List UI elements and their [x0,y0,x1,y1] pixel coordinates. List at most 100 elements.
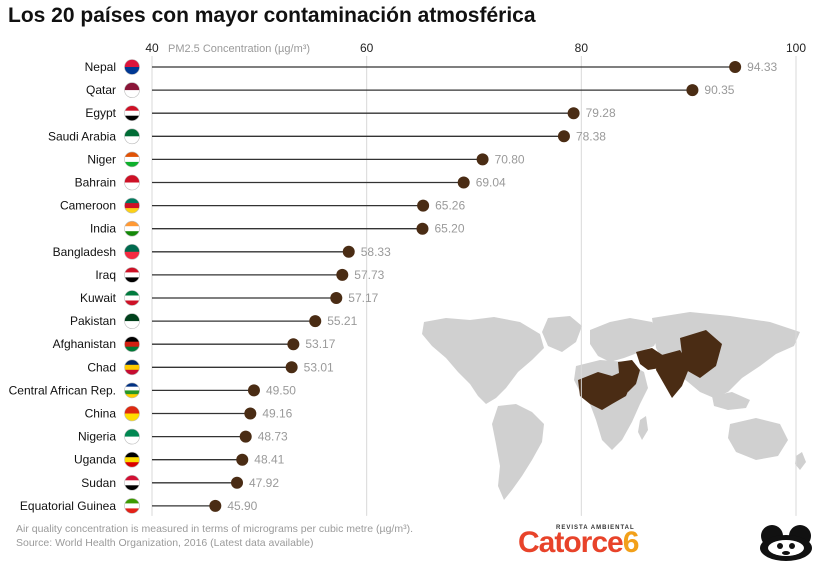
chart-row: Egypt 79.28 [85,105,616,121]
category-label: Uganda [74,453,116,467]
lollipop-dot [287,338,300,351]
lollipop-dot [247,384,260,397]
category-label: Iraq [95,268,116,282]
map-highlight-china [680,330,722,378]
chart-row: Cameroon 65.26 [60,197,465,214]
chart-row: Kuwait 57.17 [80,290,379,306]
map-se-asia [712,392,750,410]
value-label: 78.38 [576,129,606,143]
value-label: 55.21 [327,314,357,328]
brand-word: Catorce [518,526,624,559]
map-north-america [422,317,544,404]
india-flag-icon [124,220,140,237]
pakistan-flag-icon [124,313,140,329]
lollipop-dot [342,245,355,258]
chart-row: Equatorial Guinea 45.90 [20,498,258,514]
brand-number: 6 [622,526,640,559]
map-australia [728,418,788,460]
map-south-america [492,404,544,500]
afghanistan-flag-icon [124,336,140,353]
value-label: 53.01 [304,360,334,374]
chart-row: Pakistan 55.21 [70,313,358,329]
lollipop-dot [244,407,257,420]
lollipop-dot [309,315,322,328]
lollipop-dot [686,84,699,97]
x-tick-label: 40 [145,41,159,55]
category-label: Egypt [85,106,116,120]
value-label: 49.16 [262,407,292,421]
lollipop-dot [239,430,252,443]
category-label: Sudan [81,476,116,490]
lollipop-dot [416,222,429,235]
central-african-rep-flag-icon [124,382,140,399]
category-label: Cameroon [60,199,116,213]
value-label: 90.35 [704,83,734,97]
category-label: Central African Rep. [9,383,116,397]
cameroon-flag-icon [124,197,140,214]
mascot-logo-icon [760,525,812,561]
grid-layer [151,56,797,516]
nigeria-flag-icon [124,428,140,445]
category-label: Nigeria [78,430,116,444]
category-label: Kuwait [80,291,117,305]
chart-row: Iraq 57.73 [95,267,385,283]
iraq-flag-icon [124,267,140,283]
category-label: China [85,407,117,421]
chart-row: India 65.20 [90,220,465,237]
footer: Air quality concentration is measured in… [16,522,413,550]
brand-logo: REVISTA AMBIENTAL Catorce6 [518,525,640,560]
category-label: Chad [87,360,116,374]
nepal-flag-icon [124,59,140,75]
map-asia [652,312,800,398]
lollipop-dot [457,176,470,189]
value-label: 94.33 [747,60,777,74]
kuwait-flag-icon [124,290,140,306]
chart-row: Niger 70.80 [87,151,525,168]
map-madagascar [638,416,648,440]
category-label: Bangladesh [53,245,116,259]
category-label: Niger [87,152,116,166]
lollipop-dot [236,453,249,466]
value-label: 65.20 [434,222,464,236]
brand-name: Catorce6 [518,526,640,560]
qatar-flag-icon [124,82,140,98]
category-label: Pakistan [70,314,116,328]
x-tick-label: 80 [575,41,589,55]
category-label: Bahrain [75,176,116,190]
map-highlight-south-asia [656,350,690,398]
chart-row: Nepal 94.33 [85,59,777,75]
lollipop-dot [330,292,343,304]
uganda-flag-icon [124,451,140,468]
value-label: 69.04 [476,176,506,190]
x-axis: 40 60 80 100 PM2.5 Concentration (µg/m³) [145,41,806,55]
chart-row: Bangladesh 58.33 [53,244,391,260]
bangladesh-flag-icon [124,244,140,260]
value-label: 49.50 [266,383,296,397]
map-highlight-arabia [618,360,640,392]
chart-row: Bahrain 69.04 [75,174,506,191]
value-label: 45.90 [227,499,257,513]
x-axis-label: PM2.5 Concentration (µg/m³) [168,43,310,55]
chart-row: Uganda 48.41 [74,451,285,468]
lollipop-dot [209,499,222,512]
lollipop-dot [567,107,580,120]
chart-rows: Nepal 94.33 Qatar 90.35 Egypt 79.28 Saudi Arab… [9,59,777,514]
value-label: 70.80 [495,152,525,166]
value-label: 48.73 [258,430,288,444]
chart-row: Saudi Arabia 78.38 [48,128,606,145]
world-map [422,312,806,500]
equatorial-guinea-flag-icon [124,498,140,514]
map-greenland [542,316,582,352]
value-label: 58.33 [361,245,391,259]
value-label: 47.92 [249,476,279,490]
category-label: Equatorial Guinea [20,499,116,513]
category-label: Nepal [85,60,116,74]
lollipop-dot [417,199,430,212]
footer-source: Source: World Health Organization, 2016 … [16,537,314,549]
chart-row: Central African Rep. 49.50 [9,382,296,399]
chart-title: Los 20 países con mayor contaminación at… [8,4,536,27]
category-label: India [90,222,116,236]
chart-row: Chad 53.01 [87,359,334,376]
category-label: Qatar [86,83,116,97]
